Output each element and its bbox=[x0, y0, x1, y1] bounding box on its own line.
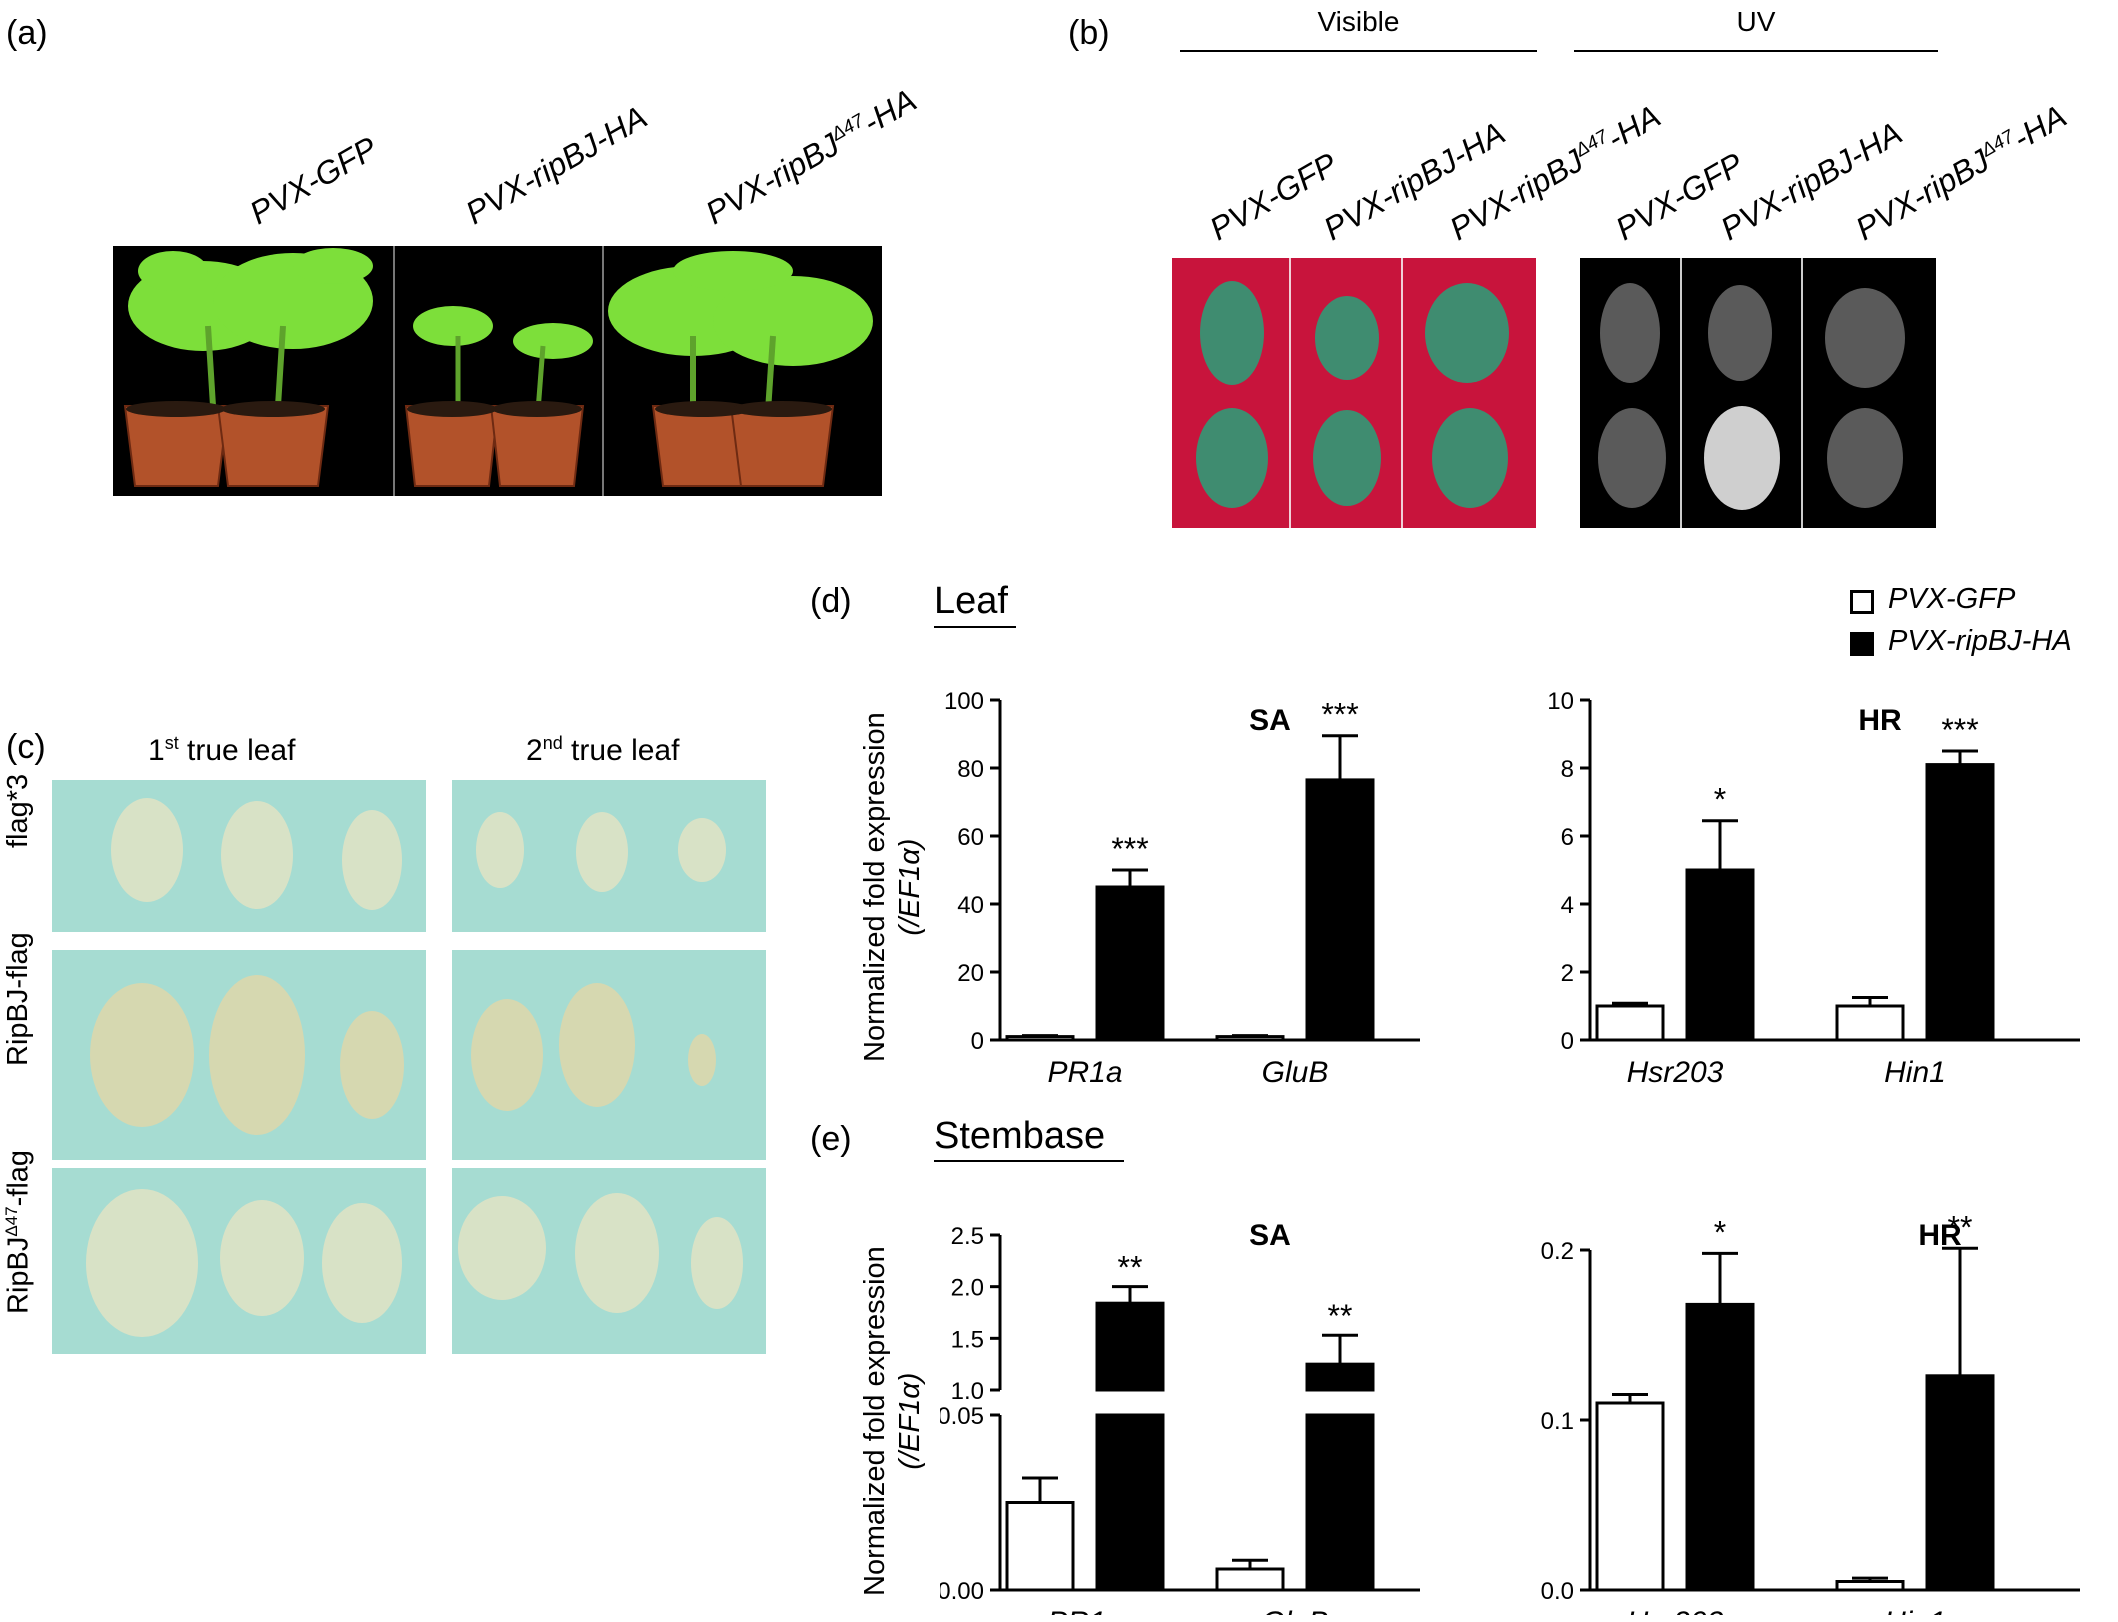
uv-group-line bbox=[1574, 50, 1938, 52]
stembase-hr-category-label-hin1: Hin1 bbox=[1884, 1606, 1946, 1615]
stembase-sa-ytick-label: 1.5 bbox=[951, 1326, 984, 1353]
stembase-sa-ytick-label: 2.0 bbox=[951, 1275, 984, 1302]
chart-stembase-sa: SA 1.0 1.5 2.0 2.5 0.00 0.05 ** ** PR1a GluB bbox=[940, 1219, 1420, 1615]
panel-a-label-pvx-gfp: PVX-GFP bbox=[243, 129, 384, 232]
leaf-section-title: Leaf bbox=[934, 580, 1008, 622]
leaf-hr-bar-pvx-gfp-hsr203 bbox=[1595, 1004, 1665, 1042]
stembase-sa-ytick-label: 0.05 bbox=[940, 1403, 984, 1430]
panel-a-label: (a) bbox=[6, 14, 48, 52]
stembase-sa-ytick-label: 1.0 bbox=[951, 1378, 984, 1405]
second-true-leaf-label: 2nd true leaf bbox=[526, 733, 680, 767]
panel-e-label: (e) bbox=[810, 1120, 852, 1158]
leaf-hr-bar-pvx-ripbj-ha-hin1 bbox=[1925, 763, 1995, 1042]
stembase-sa-bar-pvx-gfp-pr1a bbox=[1005, 1501, 1075, 1592]
leaf-hr-ytick-label: 0 bbox=[1561, 1028, 1574, 1055]
leaf-hr-category-label-hsr203: Hsr203 bbox=[1627, 1056, 1724, 1089]
legend-label-pvx-ripbj-ha: PVX-ripBJ-HA bbox=[1888, 625, 2072, 657]
leaf-hr-significance-hsr203: * bbox=[1714, 782, 1726, 818]
stembase-y-axis-label: Normalized fold expression (/EF1α) bbox=[859, 1246, 926, 1596]
row-label-ripbj-d47-flag: RipBJΔ47-flag bbox=[2, 1149, 35, 1314]
stembase-section-title: Stembase bbox=[934, 1115, 1106, 1157]
uv-group-label: UV bbox=[1736, 6, 1776, 37]
leaf-sa-ytick-label: 20 bbox=[957, 960, 984, 987]
stembase-sa-bar-pvx-ripbj-ha-pr1a-lower bbox=[1095, 1413, 1165, 1592]
leaf-title-underline bbox=[934, 626, 1016, 628]
chart-leaf-sa: SA 0 20 40 60 80 100 *** *** PR1a GluB bbox=[944, 690, 1420, 1089]
stembase-hr-ytick-label: 0.0 bbox=[1541, 1578, 1574, 1605]
leaf-hr-significance-hin1: *** bbox=[1941, 712, 1978, 748]
leaf-sa-ytick-label: 40 bbox=[957, 892, 984, 919]
leaf-sa-ytick-label: 0 bbox=[971, 1028, 984, 1055]
stembase-hr-category-label-hsr203: Hsr203 bbox=[1627, 1606, 1724, 1615]
leaf-sa-significance-glub: *** bbox=[1321, 697, 1358, 733]
panel-a-label-pvx-ripbj-ha: PVX-ripBJ-HA bbox=[459, 98, 654, 232]
leaf-hr-title: HR bbox=[1858, 704, 1902, 737]
visible-leaf-photo bbox=[1172, 258, 1536, 528]
leaf-hr-ytick-label: 4 bbox=[1561, 892, 1574, 919]
row-label-ripbj-flag: RipBJ-flag bbox=[2, 932, 34, 1066]
leaf-sa-ytick-label: 60 bbox=[957, 824, 984, 851]
stembase-hr-significance-hin1: ** bbox=[1948, 1209, 1973, 1245]
panel-b-label: (b) bbox=[1068, 14, 1110, 52]
leaf-photo-flag3-1st bbox=[52, 780, 426, 932]
legend-swatch-pvx-gfp bbox=[1850, 590, 1874, 614]
stembase-sa-ytick-label: 2.5 bbox=[951, 1223, 984, 1250]
legend-label-pvx-gfp: PVX-GFP bbox=[1888, 583, 2016, 615]
panel-a-label-pvx-ripbj-d47-ha: PVX-ripBJΔ47-HA bbox=[699, 81, 923, 232]
stembase-hr-bar-pvx-ripbj-ha-hin1 bbox=[1925, 1374, 1995, 1592]
leaf-sa-title: SA bbox=[1249, 704, 1291, 737]
stembase-sa-bar-pvx-gfp-glub bbox=[1215, 1567, 1285, 1592]
panel-c-label: (c) bbox=[6, 728, 46, 766]
uv-leaf-photo bbox=[1580, 258, 1936, 528]
stembase-sa-category-label-pr1a: PR1a bbox=[1047, 1606, 1122, 1615]
stembase-hr-ytick-label: 0.1 bbox=[1541, 1408, 1574, 1435]
stembase-hr-bar-pvx-ripbj-ha-hsr203 bbox=[1685, 1302, 1755, 1592]
stembase-sa-title: SA bbox=[1249, 1219, 1291, 1252]
panel-a-plant-photo bbox=[113, 246, 882, 496]
leaf-photo-ripbj-2nd bbox=[452, 950, 766, 1160]
stembase-title-underline bbox=[934, 1160, 1124, 1162]
stembase-hr-ytick-label: 0.2 bbox=[1541, 1238, 1574, 1265]
leaf-hr-ytick-label: 8 bbox=[1561, 756, 1574, 783]
leaf-sa-bar-pvx-ripbj-ha-pr1a bbox=[1095, 885, 1165, 1042]
stembase-sa-significance-pr1a: ** bbox=[1118, 1250, 1143, 1286]
leaf-photo-ripbj-d47-1st bbox=[52, 1168, 426, 1354]
leaf-y-axis-label: Normalized fold expression (/EF1α) bbox=[859, 712, 926, 1062]
stembase-hr-title: HR bbox=[1918, 1219, 1962, 1252]
leaf-sa-bar-pvx-ripbj-ha-glub bbox=[1305, 778, 1375, 1042]
stembase-sa-ytick-label: 0.00 bbox=[940, 1578, 984, 1605]
leaf-sa-significance-pr1a: *** bbox=[1111, 831, 1148, 867]
leaf-hr-category-label-hin1: Hin1 bbox=[1884, 1056, 1946, 1089]
stembase-sa-bar-pvx-ripbj-ha-glub-lower bbox=[1305, 1413, 1375, 1592]
first-true-leaf-label: 1st true leaf bbox=[148, 733, 296, 767]
visible-group-line bbox=[1180, 50, 1537, 52]
leaf-hr-bar-pvx-gfp-hin1 bbox=[1835, 1004, 1905, 1042]
row-label-flag3: flag*3 bbox=[2, 773, 34, 848]
leaf-photo-ripbj-1st bbox=[52, 950, 426, 1160]
leaf-photo-ripbj-d47-2nd bbox=[452, 1168, 766, 1354]
leaf-hr-ytick-label: 2 bbox=[1561, 960, 1574, 987]
leaf-sa-category-label-glub: GluB bbox=[1262, 1056, 1329, 1089]
stembase-sa-bar-pvx-ripbj-ha-glub-upper bbox=[1305, 1362, 1375, 1392]
stembase-sa-bar-pvx-ripbj-ha-pr1a-upper bbox=[1095, 1301, 1165, 1392]
panel-b-label-visible-pvx-gfp: PVX-GFP bbox=[1203, 145, 1344, 248]
legend-swatch-pvx-ripbj-ha bbox=[1850, 632, 1874, 656]
stembase-hr-significance-hsr203: * bbox=[1714, 1214, 1726, 1250]
leaf-hr-ytick-label: 6 bbox=[1561, 824, 1574, 851]
stembase-hr-bar-pvx-gfp-hsr203 bbox=[1595, 1401, 1665, 1592]
stembase-sa-significance-glub: ** bbox=[1328, 1298, 1353, 1334]
leaf-sa-category-label-pr1a: PR1a bbox=[1047, 1056, 1122, 1089]
leaf-photo-flag3-2nd bbox=[452, 780, 766, 932]
stembase-sa-category-label-glub: GluB bbox=[1262, 1606, 1329, 1615]
leaf-sa-ytick-label: 80 bbox=[957, 756, 984, 783]
leaf-hr-bar-pvx-ripbj-ha-hsr203 bbox=[1685, 868, 1755, 1042]
panel-d-label: (d) bbox=[810, 582, 852, 620]
leaf-sa-ytick-label: 100 bbox=[944, 690, 984, 715]
leaf-hr-ytick-label: 10 bbox=[1547, 690, 1574, 715]
visible-group-label: Visible bbox=[1317, 6, 1400, 37]
